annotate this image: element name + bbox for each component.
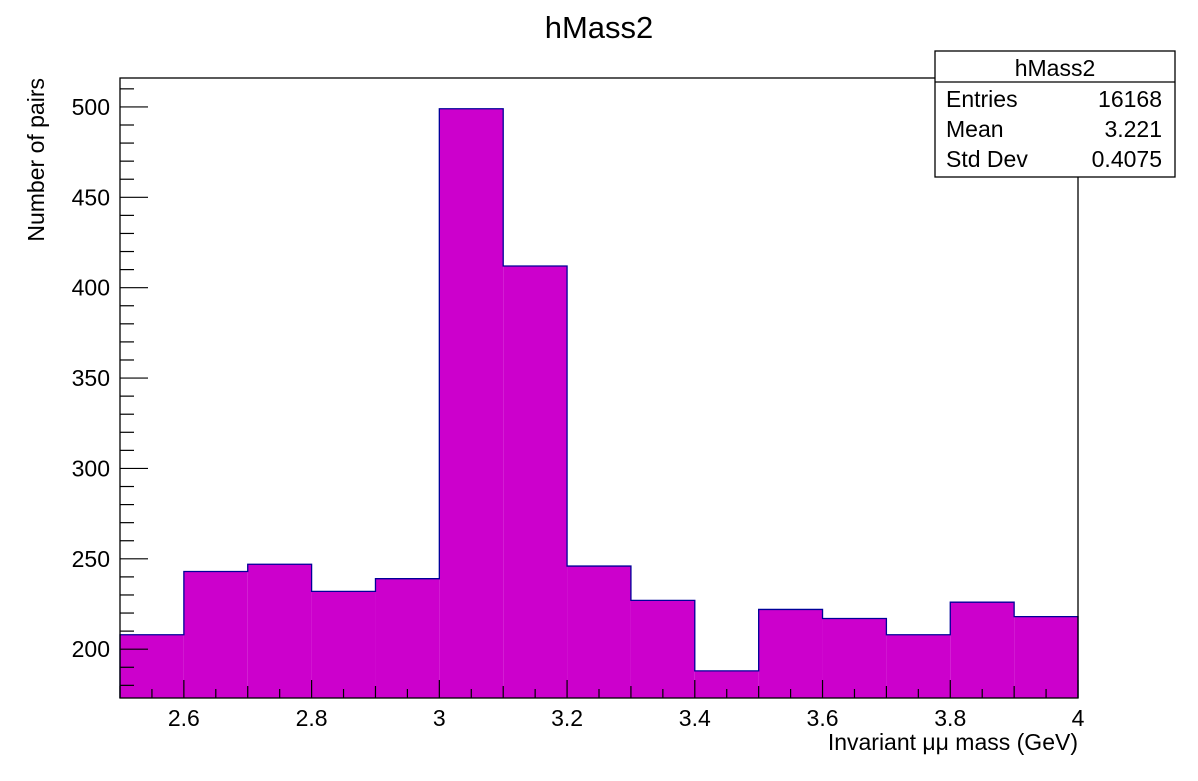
- x-tick-label: 3.8: [934, 705, 966, 731]
- x-tick-label: 3.4: [679, 705, 711, 731]
- histogram-bar: [439, 108, 504, 698]
- stats-entries-value: 16168: [1098, 86, 1162, 112]
- x-tick-label: 3: [433, 705, 446, 731]
- histogram-bar: [120, 634, 184, 698]
- histogram-bar: [1014, 616, 1078, 698]
- stats-box: hMass2 Entries 16168 Mean 3.221 Std Dev …: [934, 50, 1176, 178]
- stats-entries-label: Entries: [946, 86, 1018, 112]
- x-axis-label: Invariant μμ mass (GeV): [828, 729, 1078, 755]
- histogram-bar: [886, 634, 951, 698]
- stats-mean-label: Mean: [946, 116, 1004, 142]
- chart-title: hMass2: [545, 10, 654, 45]
- x-axis-tick-labels: 2.6 2.8 3 3.2 3.4 3.6 3.8 4: [168, 705, 1085, 731]
- x-tick-label: 2.6: [168, 705, 200, 731]
- histogram-bar: [950, 602, 1015, 698]
- histogram-outline: [119, 108, 1079, 698]
- histogram-bar: [247, 564, 312, 698]
- y-axis-tick-labels: 200 250 300 350 400 450 500: [72, 94, 110, 662]
- histogram-bar: [503, 265, 568, 698]
- histogram-bar: [758, 609, 823, 698]
- histogram-bar: [567, 566, 631, 698]
- x-axis-ticks: [119, 680, 1079, 698]
- histogram-bars: [120, 108, 1078, 698]
- y-axis-label: Number of pairs: [23, 78, 49, 242]
- histogram-bar: [183, 571, 248, 698]
- y-tick-label: 300: [72, 455, 110, 481]
- stats-mean-value: 3.221: [1104, 116, 1162, 142]
- stats-stddev-label: Std Dev: [946, 146, 1028, 172]
- y-tick-label: 200: [72, 636, 110, 662]
- histogram-bar: [630, 600, 695, 698]
- y-axis-ticks: [120, 88, 148, 686]
- stats-box-frame: [934, 50, 1176, 178]
- x-tick-label: 4: [1072, 705, 1085, 731]
- stats-box-title: hMass2: [1015, 55, 1096, 81]
- y-tick-label: 500: [72, 94, 110, 120]
- y-tick-label: 450: [72, 184, 110, 210]
- x-tick-label: 3.6: [807, 705, 839, 731]
- y-tick-label: 250: [72, 546, 110, 572]
- y-tick-label: 400: [72, 275, 110, 301]
- histogram-bar: [375, 578, 440, 698]
- x-tick-label: 3.2: [551, 705, 583, 731]
- x-tick-label: 2.8: [296, 705, 328, 731]
- histogram-bar: [822, 618, 887, 698]
- histogram-bar: [311, 591, 376, 698]
- y-tick-label: 350: [72, 365, 110, 391]
- stats-stddev-value: 0.4075: [1092, 146, 1162, 172]
